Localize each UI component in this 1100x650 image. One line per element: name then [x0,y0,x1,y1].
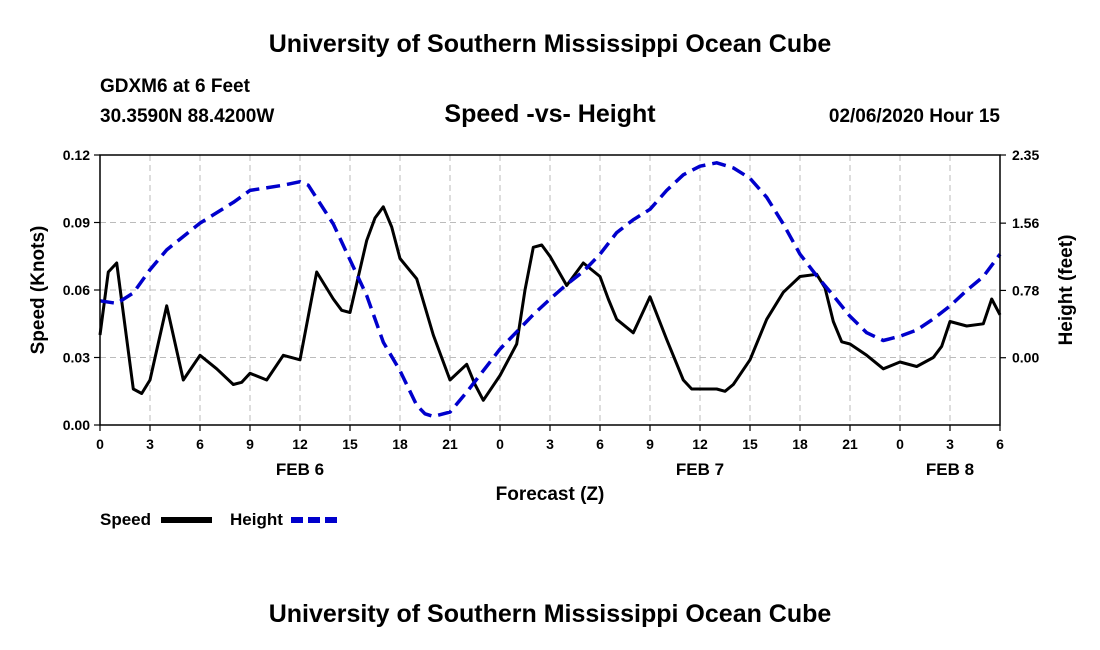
page-title-bottom: University of Southern Mississippi Ocean… [268,600,832,628]
x-tick-label: 3 [946,436,954,452]
y2-tick-label: 1.56 [1012,215,1039,231]
coordinates-label: 30.3590N 88.4200W [100,106,275,127]
date-label: FEB 7 [676,460,724,479]
legend: Speed Height [100,510,342,529]
y-tick-label: 0.12 [63,147,90,163]
y2-axis-label: Height (feet) [1056,235,1077,346]
x-tick-label: 9 [246,436,254,452]
x-axis-label: Forecast (Z) [496,484,605,505]
y-tick-label: 0.06 [63,282,90,298]
x-tick-label: 6 [596,436,604,452]
x-tick-label: 9 [646,436,654,452]
grid-lines [100,155,1000,425]
legend-height-label: Height [230,510,283,529]
x-tick-label: 6 [196,436,204,452]
date-label: FEB 6 [276,460,324,479]
axis-ticks: 0 3 6 9 12 15 18 21 0 3 6 9 12 15 18 21 0 3 6 0.00 0.03 0.06 0… [63,147,1040,479]
y-tick-label: 0.00 [63,417,90,433]
date-label: FEB 8 [926,460,974,479]
chart-subtitle: Speed -vs- Height [444,100,656,128]
x-tick-label: 0 [496,436,504,452]
y-tick-label: 0.09 [63,215,90,231]
speed-series-line [98,205,1002,402]
x-tick-label: 12 [292,436,308,452]
x-tick-label: 15 [742,436,758,452]
x-tick-label: 18 [792,436,808,452]
x-tick-label: 0 [96,436,104,452]
page-title-top: University of Southern Mississippi Ocean… [268,30,832,58]
y-tick-label: 0.03 [63,350,90,366]
station-label: GDXM6 at 6 Feet [100,76,250,97]
x-tick-label: 6 [996,436,1004,452]
x-tick-label: 15 [342,436,358,452]
datetime-label: 02/06/2020 Hour 15 [828,106,1000,127]
y2-tick-label: 2.35 [1012,147,1039,163]
x-tick-label: 18 [392,436,408,452]
y2-tick-label: 0.00 [1012,350,1039,366]
y2-tick-label: 0.78 [1012,282,1039,298]
x-tick-label: 21 [442,436,458,452]
series-lines [98,161,1002,419]
x-tick-label: 3 [146,436,154,452]
height-series-line [99,161,1002,419]
x-tick-label: 12 [692,436,708,452]
y-axis-label: Speed (Knots) [28,226,49,355]
x-tick-label: 3 [546,436,554,452]
x-tick-label: 0 [896,436,904,452]
legend-speed-label: Speed [100,510,151,529]
x-tick-label: 21 [842,436,858,452]
